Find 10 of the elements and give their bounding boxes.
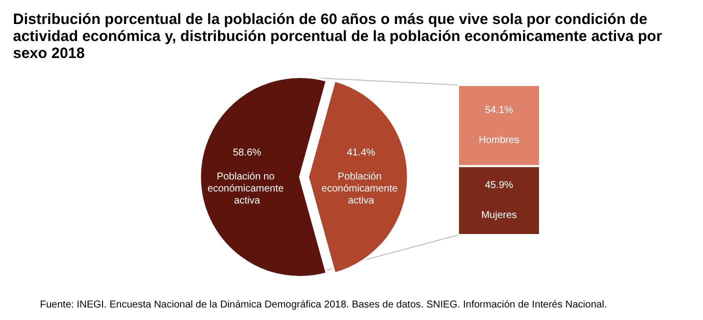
series-label: Hombres xyxy=(478,135,520,146)
data-label: 45.9% xyxy=(484,180,514,192)
data-label: 41.4% xyxy=(346,148,376,158)
data-label: 54.1% xyxy=(484,105,514,116)
chart-title: Distribución porcentual de la población de 60 años o más que vive sola por condición de actividad económica y, distribución porcentual de la población económicamente activa por sexo 2018 xyxy=(13,11,666,62)
slice-label: Población económicamente activa xyxy=(322,172,400,206)
source-note: Fuente: INEGI. Encuesta Nacional de la Dinámica Demográfica 2018. Bases de datos. SNIEG. Información de Interés Nacional. xyxy=(40,300,607,310)
series-label: Mujeres xyxy=(481,210,517,222)
data-label: 58.6% xyxy=(232,148,262,158)
slice-label: Población no económicamente activa xyxy=(208,172,286,206)
